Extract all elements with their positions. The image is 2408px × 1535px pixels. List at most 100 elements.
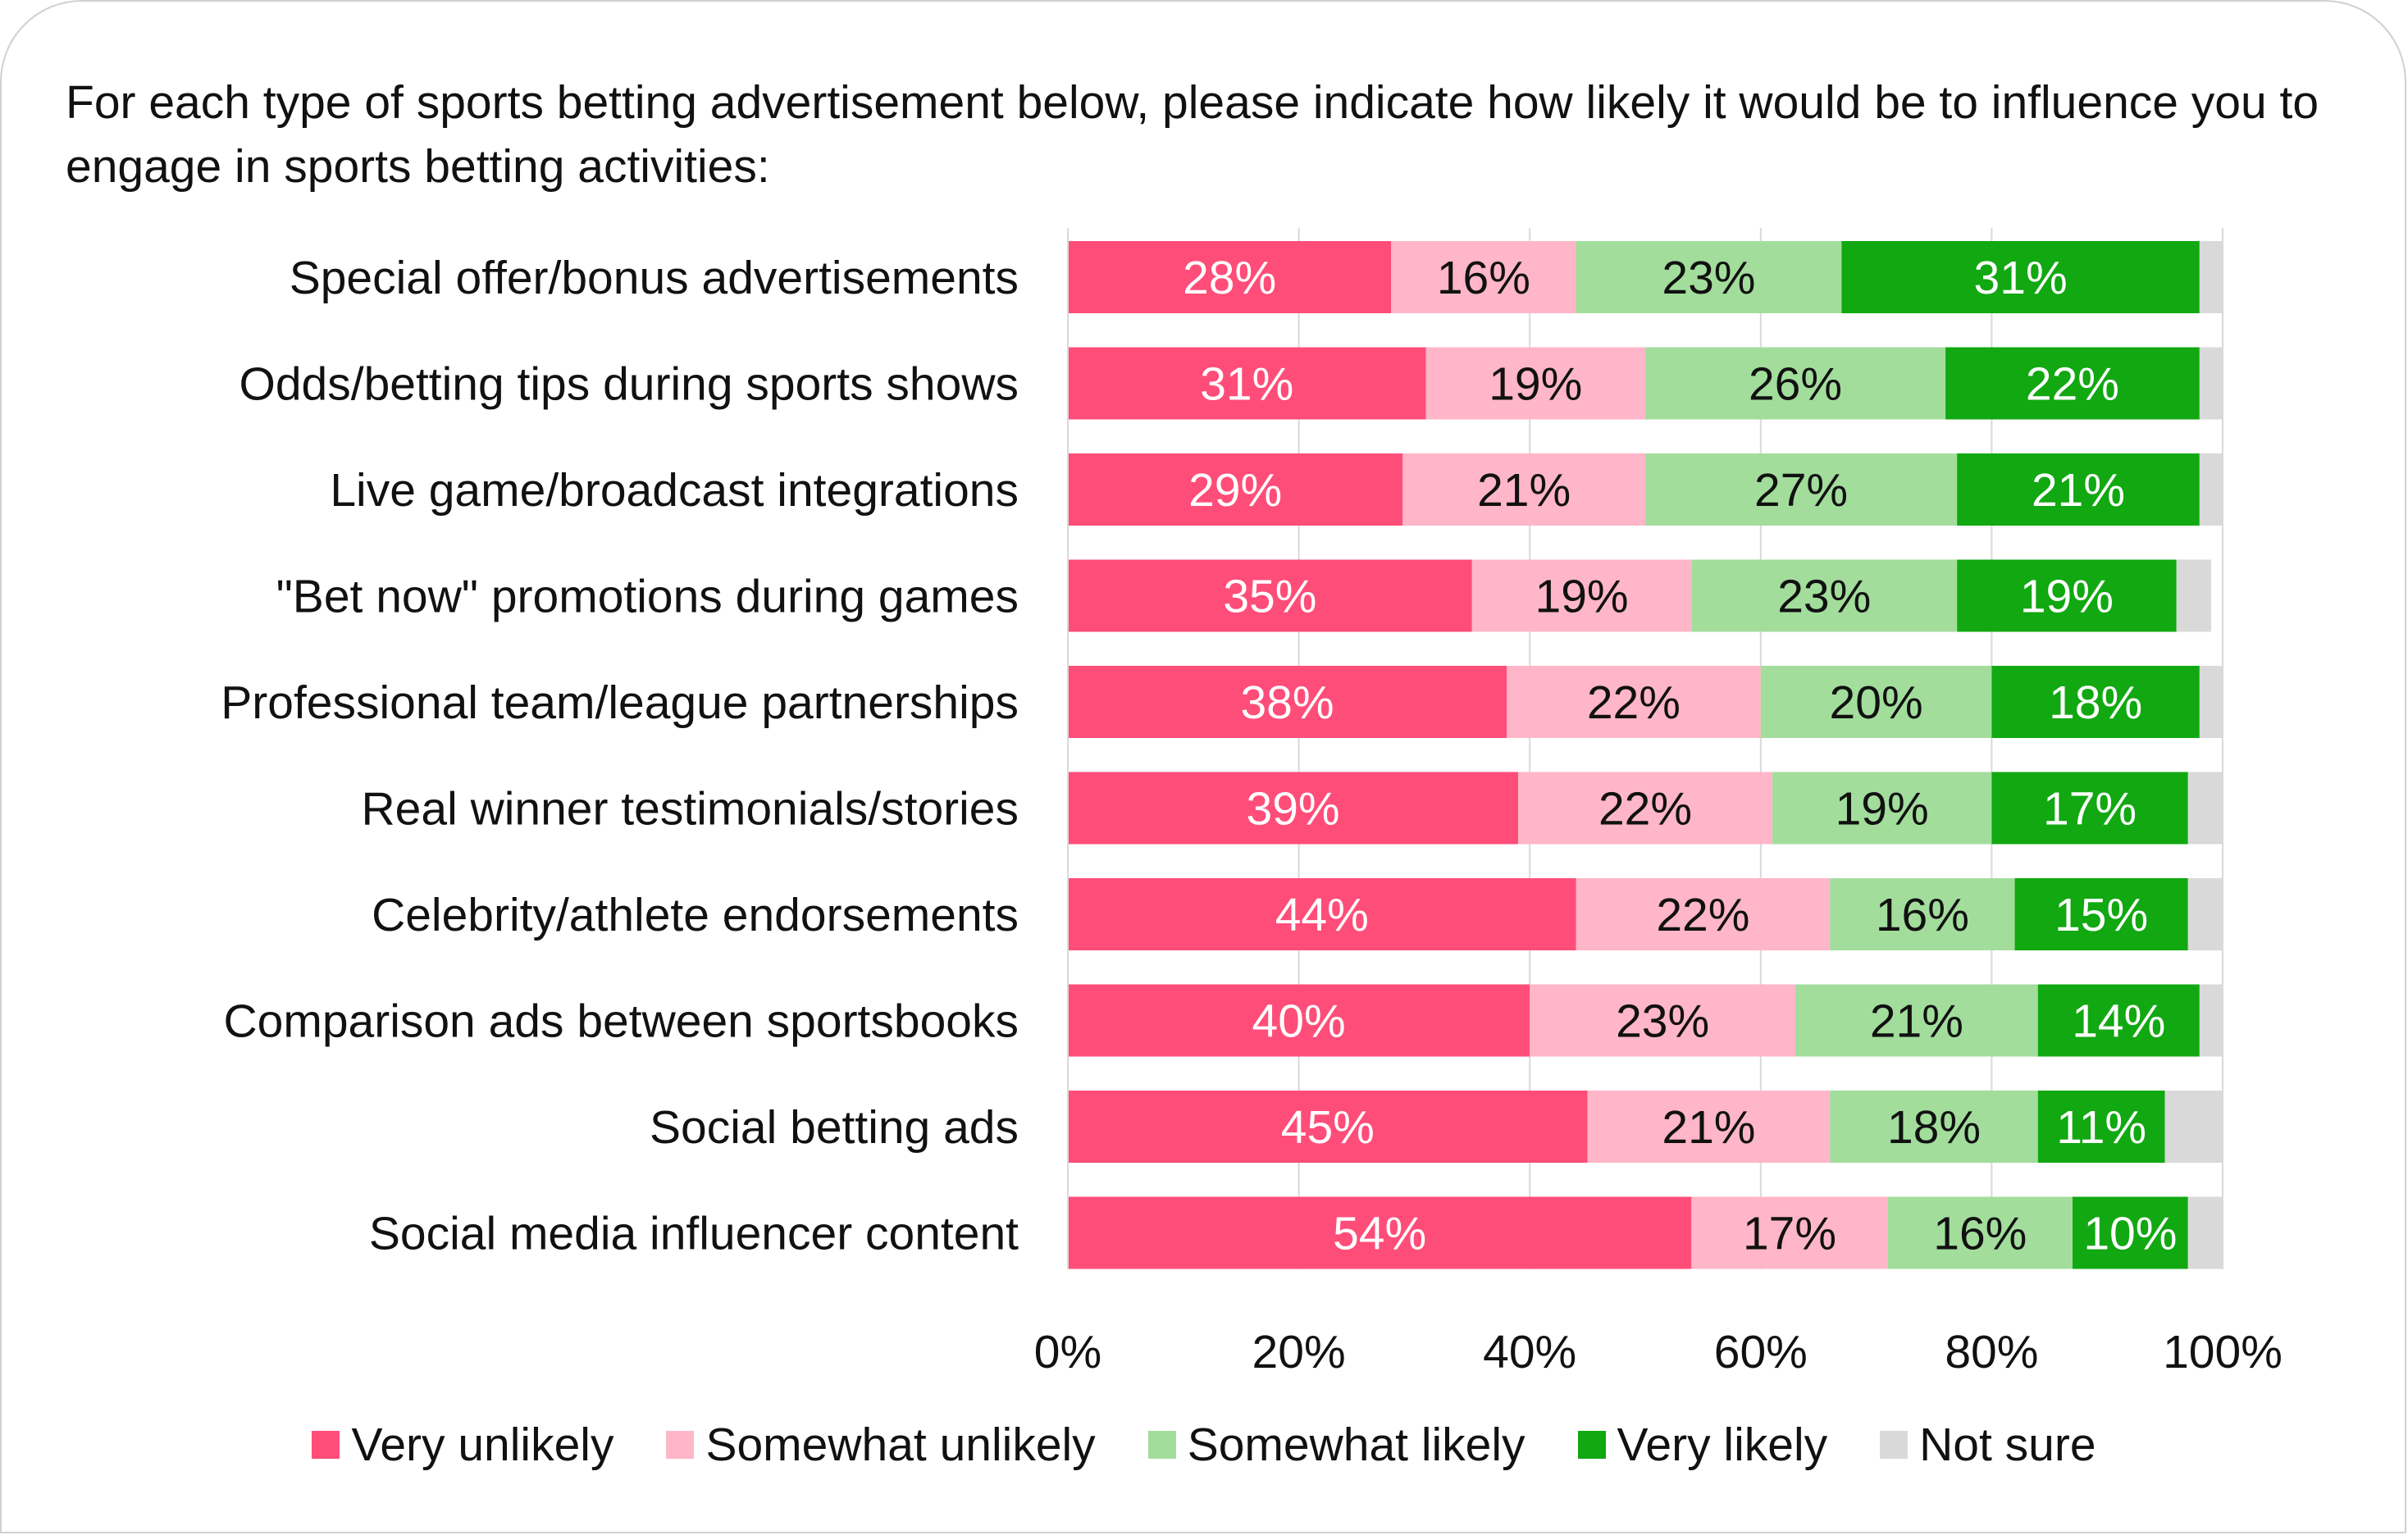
bar-data-label: 15%	[2055, 889, 2148, 941]
bar-segment	[2037, 1091, 2165, 1163]
bar-data-label: 20%	[1830, 676, 1923, 729]
bar-data-label: 54%	[1333, 1208, 1426, 1260]
bar-segment	[2072, 1196, 2188, 1269]
legend-item: Very unlikely	[312, 1418, 613, 1472]
category-label: Comparison ads between sportsbooks	[223, 995, 1019, 1048]
bar-segment	[1830, 878, 2015, 950]
category-label: Social betting ads	[650, 1101, 1019, 1154]
legend-item: Not sure	[1880, 1418, 2096, 1472]
legend-swatch	[1147, 1431, 1176, 1459]
bar-segment	[1795, 984, 2038, 1057]
x-tick-label: 0%	[1034, 1326, 1101, 1378]
bar-data-label: 19%	[1535, 571, 1629, 623]
bar-segment	[2199, 666, 2223, 738]
x-tick-label: 20%	[1252, 1326, 1346, 1378]
bar-data-label: 23%	[1662, 252, 1755, 304]
bar-data-label: 26%	[1749, 358, 1842, 411]
bar-data-label: 22%	[1598, 783, 1692, 836]
bar-segment	[2187, 772, 2223, 845]
bar-segment	[1068, 453, 1403, 526]
category-label: Live game/broadcast integrations	[330, 464, 1019, 517]
bar-segment	[1068, 666, 1507, 738]
bar-data-label: 27%	[1754, 464, 1848, 517]
bar-segment	[2187, 1196, 2223, 1269]
bar-segment	[1068, 241, 1392, 313]
legend-swatch	[312, 1431, 340, 1459]
bar-data-label: 31%	[1974, 252, 2068, 304]
bar-segment	[2199, 453, 2223, 526]
bar-data-label: 22%	[1587, 676, 1681, 729]
legend-label: Somewhat unlikely	[705, 1419, 1096, 1471]
bar-data-label: 45%	[1281, 1101, 1375, 1154]
bar-segment	[2199, 984, 2223, 1057]
bar-segment	[1830, 1091, 2038, 1163]
x-tick-label: 100%	[2163, 1326, 2283, 1378]
bar-segment	[1068, 1196, 1692, 1269]
bar-data-label: 29%	[1188, 464, 1282, 517]
bar-data-label: 38%	[1240, 676, 1334, 729]
chart-title: For each type of sports betting advertis…	[66, 76, 2319, 193]
bar-segment	[1068, 1091, 1588, 1163]
bar-segment	[1772, 772, 1992, 845]
bar-data-label: 23%	[1777, 571, 1871, 623]
bar-segment	[1957, 559, 2177, 632]
bar-segment	[1068, 772, 1519, 845]
bar-segment	[2187, 878, 2223, 950]
bar-data-label: 11%	[2056, 1101, 2146, 1154]
bar-data-label: 21%	[1662, 1101, 1755, 1154]
bar-segment	[1991, 666, 2200, 738]
bar-segment	[1945, 347, 2200, 420]
bar-segment	[1645, 453, 1958, 526]
bar-segment	[1425, 347, 1645, 420]
category-label: "Bet now" promotions during games	[276, 571, 1019, 623]
bar-segment	[2014, 878, 2188, 950]
bar-segment	[1691, 559, 1958, 632]
bar-data-label: 21%	[1477, 464, 1571, 517]
bar-data-label: 23%	[1616, 995, 1709, 1048]
category-label: Real winner testimonials/stories	[362, 783, 1019, 836]
bar-data-label: 17%	[1743, 1208, 1836, 1260]
bars	[1068, 241, 2223, 1269]
bar-segment	[1068, 878, 1576, 950]
legend-swatch	[1577, 1431, 1606, 1459]
bar-data-label: 21%	[2032, 464, 2125, 517]
bar-segment	[1841, 241, 2200, 313]
bar-data-label: 16%	[1876, 889, 1969, 941]
bar-segment	[2164, 1091, 2223, 1163]
legend-label: Very likely	[1617, 1419, 1828, 1471]
data-labels: 28% 16% 23% 31% 31% 19% 26% 22% 29% 21% 27% 21% 35% 1…	[1183, 252, 2177, 1260]
legend: Very unlikely Somewhat unlikely Somewhat l…	[0, 1410, 2408, 1479]
bar-data-label: 18%	[2049, 676, 2142, 729]
bar-data-label: 44%	[1275, 889, 1369, 941]
bar-segment	[1887, 1196, 2073, 1269]
bar-segment	[1587, 1091, 1831, 1163]
legend-label: Not sure	[1919, 1419, 2096, 1471]
legend-label: Very unlikely	[351, 1419, 614, 1471]
bar-data-label: 16%	[1437, 252, 1530, 304]
legend-swatch	[1880, 1431, 1909, 1459]
bar-data-label: 28%	[1183, 252, 1276, 304]
bar-data-label: 31%	[1200, 358, 1293, 411]
bar-segment	[2199, 347, 2223, 420]
bar-data-label: 40%	[1252, 995, 1346, 1048]
bar-segment	[1402, 453, 1645, 526]
legend-item: Very likely	[1577, 1418, 1828, 1472]
bar-segment	[2199, 241, 2223, 313]
bar-segment	[1068, 984, 1530, 1057]
bar-segment	[1471, 559, 1692, 632]
bar-segment	[1576, 878, 1831, 950]
category-labels: Special offer/bonus advertisements Odds/b…	[221, 252, 1019, 1260]
bar-segment	[1068, 347, 1426, 420]
bar-data-label: 22%	[1656, 889, 1749, 941]
legend-item: Somewhat unlikely	[666, 1418, 1096, 1472]
bar-segment	[1068, 559, 1472, 632]
category-label: Social media influencer content	[369, 1208, 1019, 1260]
category-label: Professional team/league partnerships	[221, 676, 1019, 729]
x-tick-label: 40%	[1483, 1326, 1576, 1378]
bar-segment	[1991, 772, 2188, 845]
bar-segment	[1691, 1196, 1888, 1269]
bar-segment	[1518, 772, 1772, 845]
bar-data-label: 22%	[2026, 358, 2119, 411]
bar-data-label: 14%	[2072, 995, 2165, 1048]
